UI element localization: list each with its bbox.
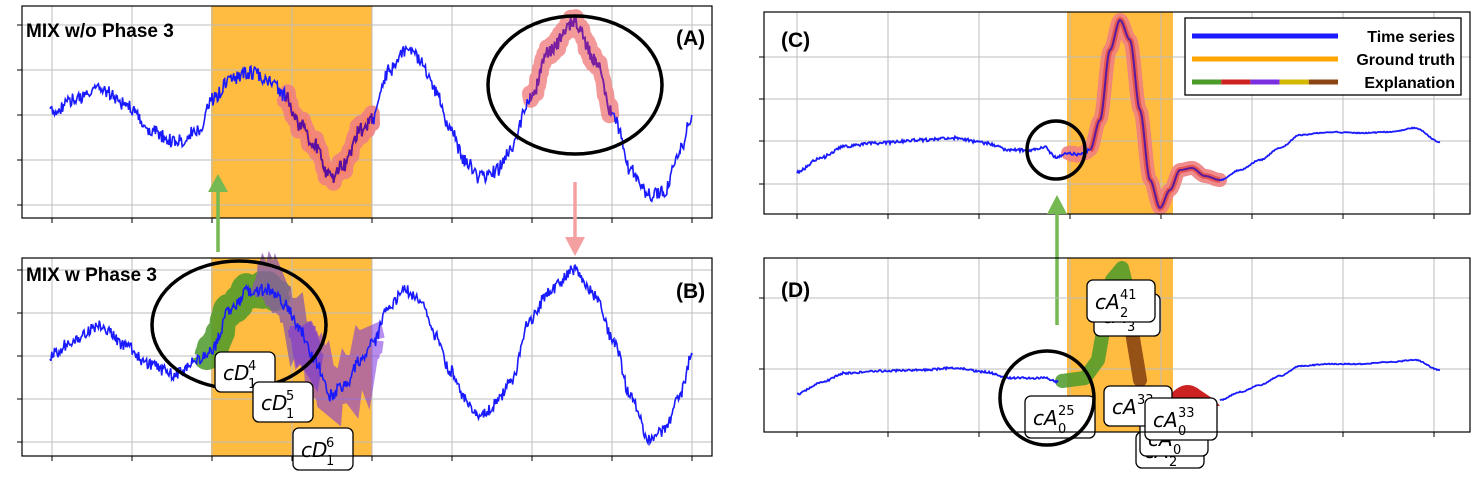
panel-b-label-cd1-6-main: cD — [301, 438, 327, 462]
panel-c-label: (C) — [781, 29, 810, 52]
panel-a-title: MIX w/o Phase 3 — [26, 21, 174, 42]
panel-d-label-cA0-33-box — [1144, 397, 1218, 441]
panel-a-explanation-line — [284, 92, 373, 183]
panel-b-label-cd1-5-box — [252, 381, 314, 423]
panel-d-border — [763, 257, 1471, 433]
panel-d-label: (D) — [781, 279, 810, 302]
panel-d-circle-annotation — [998, 349, 1096, 447]
green-arrow-cd-head — [1047, 195, 1067, 214]
panel-d-label-back-0-sub: 0 — [1173, 443, 1181, 458]
panel-d-label-cA0-25-box — [1024, 395, 1096, 439]
panel-b-label-cd1-6-sub: 1 — [326, 454, 334, 469]
panel-d-label-cA2-41-sub: 2 — [1120, 306, 1128, 321]
panel-d-label-cA0-25: cA 25 0 — [1024, 395, 1096, 439]
legend-label-2: Explanation — [1364, 75, 1455, 92]
panel-a-label: (A) — [676, 27, 705, 50]
panel-d-label-middle-main: cA — [1112, 395, 1137, 419]
legend-label-1: Ground truth — [1356, 52, 1455, 69]
panel-b-series-line — [49, 263, 693, 446]
panel-b-label-cd1-4-main: cD — [223, 361, 249, 385]
pink-arrow-head — [565, 237, 585, 256]
panel-b-title: MIX w Phase 3 — [26, 265, 157, 286]
panel-b-label-cd1-5-sup: 5 — [286, 389, 294, 404]
panel-d-label-cA0-25-sub: 0 — [1058, 422, 1066, 437]
green-arrow-head — [208, 174, 228, 192]
panel-d-label-cA0-33-sup: 33 — [1178, 406, 1195, 421]
panel-b-label-cd1-5-main: cD — [261, 391, 287, 415]
panel-c-legend: Time series Ground truth Explanation — [1184, 17, 1462, 96]
panel-c-border — [763, 11, 1471, 215]
panel-b-label-cd1-5: cD5 1 — [252, 381, 314, 423]
panel-d-series-line-post — [1219, 358, 1441, 402]
panel-c-series-line-spike — [1089, 18, 1221, 210]
panel-b-label-cd1-4-sup: 4 — [248, 359, 256, 374]
legend-label-0: Time series — [1367, 29, 1455, 46]
panel-d-label-cA0-25-main: cA — [1033, 406, 1058, 430]
panel-a-border — [21, 5, 713, 219]
panel-b-label-cd1-5-sub: 1 — [286, 407, 294, 422]
panel-c-grid — [759, 12, 1470, 219]
panel-b-label: (B) — [676, 280, 705, 303]
panel-d-label-cA3-sub: 3 — [1127, 320, 1135, 335]
panel-d-series-line-pre — [797, 366, 1059, 396]
panel-c-series-line-pre — [796, 134, 1091, 175]
panel-d-label-cA2-41-sup: 41 — [1120, 288, 1137, 303]
panel-b-label-cd1-6-box — [292, 427, 354, 471]
panel-d-label-cA0-25-sup: 25 — [1058, 404, 1075, 419]
panel-d-label-cA0-33-main: cA — [1153, 408, 1178, 432]
panel-d-label-cA0-33: cA 330 — [1144, 397, 1218, 441]
panel-d-label-cA2-41-main: cA — [1095, 290, 1120, 314]
panel-b-label-cd1-6: cD6 1 — [292, 427, 354, 471]
panel-c-series-line-post — [1220, 126, 1441, 182]
panel-c-circle-annotation — [1025, 119, 1087, 181]
panel-d-label-cA2-41: cA 41 2 — [1086, 279, 1156, 323]
panel-d-label-back-2-sub: 2 — [1169, 455, 1177, 470]
panel-d-label-cA2-41-box — [1086, 279, 1156, 323]
panel-b-label-cd1-4-sub: 1 — [248, 377, 256, 392]
panel-b-label-cd1-6-sup: 6 — [326, 436, 334, 451]
panel-b-border — [21, 257, 713, 457]
panel-a-circle-annotation — [486, 14, 664, 156]
